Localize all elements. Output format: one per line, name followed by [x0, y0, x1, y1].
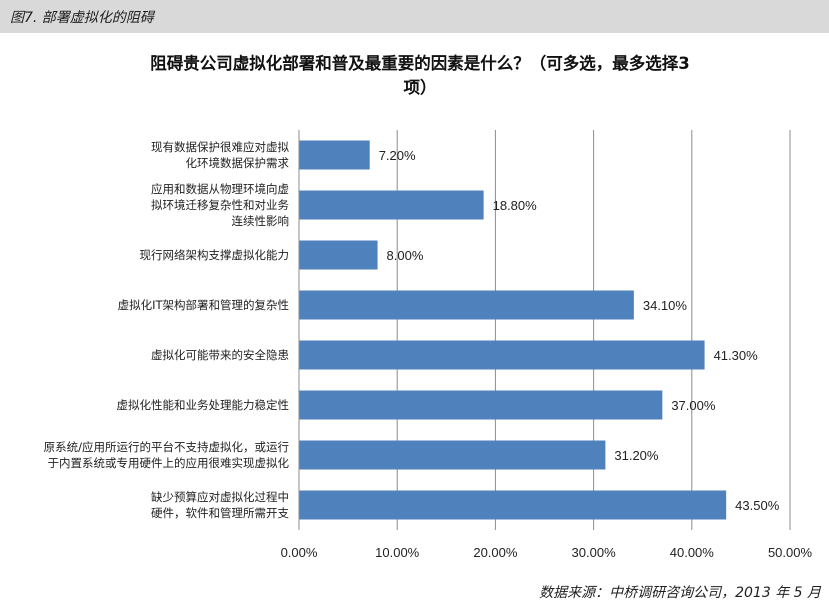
source-note: 数据来源：中桥调研咨询公司，2013 年 5 月: [539, 585, 821, 601]
x-tick-label: 20.00%: [473, 545, 518, 560]
category-label: 现有数据保护很难应对虚拟化环境数据保护需求: [151, 140, 289, 170]
data-label: 41.30%: [714, 348, 759, 363]
data-label: 18.80%: [493, 198, 538, 213]
bar: [299, 240, 378, 270]
x-tick-label: 50.00%: [768, 545, 813, 560]
category-label: 虚拟化IT架构部署和管理的复杂性: [118, 298, 289, 312]
chart-title: 阻碍贵公司虚拟化部署和普及最重要的因素是什么？（可多选，最多选择3 项）: [80, 52, 760, 100]
bar: [299, 140, 370, 170]
bar: [299, 440, 606, 470]
data-label: 43.50%: [735, 498, 780, 513]
x-tick-label: 0.00%: [281, 545, 318, 560]
data-label: 34.10%: [643, 298, 688, 313]
bar: [299, 290, 634, 320]
figure-caption: 图7. 部署虚拟化的阻碍: [0, 0, 829, 33]
category-label: 现行网络架构支撑虚拟化能力: [140, 248, 290, 262]
category-label: 虚拟化性能和业务处理能力稳定性: [117, 398, 290, 412]
bar: [299, 190, 484, 220]
category-label: 原系统/应用所运行的平台不支持虚拟化，或运行于内置系统或专用硬件上的应用很难实现…: [44, 440, 290, 470]
x-tick-label: 40.00%: [670, 545, 715, 560]
data-label: 31.20%: [614, 448, 659, 463]
data-label: 8.00%: [387, 248, 424, 263]
bar: [299, 490, 727, 520]
bar: [299, 340, 705, 370]
category-label: 应用和数据从物理环境向虚拟环境迁移复杂性和对业务连续性影响: [151, 182, 289, 228]
data-label: 37.00%: [671, 398, 716, 413]
bar: [299, 390, 663, 420]
chart-title-line-2: 项）: [403, 78, 437, 97]
x-tick-label: 10.00%: [375, 545, 420, 560]
category-label: 缺少预算应对虚拟化过程中硬件，软件和管理所需开支: [151, 490, 289, 520]
category-label: 虚拟化可能带来的安全隐患: [151, 348, 289, 362]
data-label: 7.20%: [379, 148, 416, 163]
x-tick-label: 30.00%: [572, 545, 617, 560]
chart-title-line-1: 阻碍贵公司虚拟化部署和普及最重要的因素是什么？（可多选，最多选择3: [150, 54, 690, 73]
